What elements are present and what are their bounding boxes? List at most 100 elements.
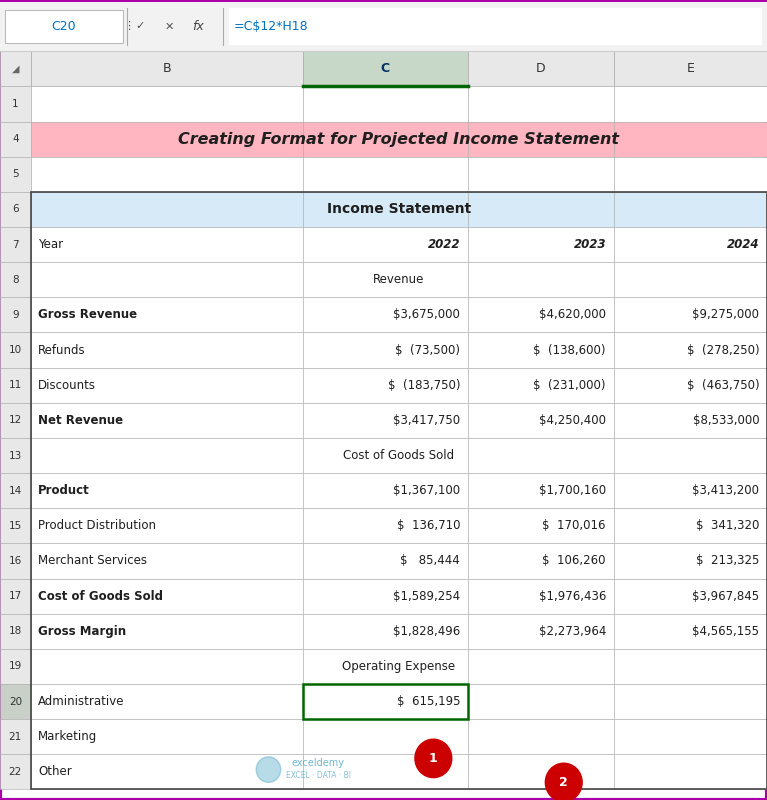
Bar: [0, 262, 31, 298]
Text: ✕: ✕: [164, 22, 173, 31]
Text: 10: 10: [8, 345, 22, 355]
Bar: [303, 402, 468, 438]
Text: 7: 7: [12, 239, 18, 250]
Bar: [303, 684, 468, 719]
Bar: [0, 192, 31, 227]
Bar: [31, 227, 303, 262]
Text: $  170,016: $ 170,016: [542, 519, 606, 532]
Text: 15: 15: [8, 521, 22, 531]
Bar: [303, 684, 468, 719]
Text: 18: 18: [8, 626, 22, 636]
Bar: [614, 192, 767, 227]
Bar: [31, 51, 303, 86]
Bar: [303, 192, 468, 227]
Text: $3,967,845: $3,967,845: [692, 590, 759, 602]
Text: ✓: ✓: [135, 22, 144, 31]
Text: $  136,710: $ 136,710: [397, 519, 460, 532]
Text: Administrative: Administrative: [38, 695, 125, 708]
Bar: [0, 543, 31, 578]
Bar: [614, 543, 767, 578]
Bar: [468, 649, 614, 684]
Text: Merchant Services: Merchant Services: [38, 554, 147, 567]
Bar: [5, 10, 123, 43]
Bar: [303, 578, 468, 614]
Bar: [31, 473, 303, 508]
Text: Other: Other: [38, 766, 72, 778]
Bar: [303, 157, 468, 192]
Bar: [31, 543, 303, 578]
Bar: [468, 333, 614, 368]
Bar: [303, 122, 468, 157]
Bar: [468, 122, 614, 157]
Text: $   85,444: $ 85,444: [400, 554, 460, 567]
Text: B: B: [163, 62, 171, 75]
Bar: [614, 51, 767, 86]
Text: $  (138,600): $ (138,600): [533, 343, 606, 357]
Bar: [31, 438, 303, 473]
Text: $1,367,100: $1,367,100: [393, 484, 460, 497]
Text: Gross Revenue: Gross Revenue: [38, 308, 137, 322]
Bar: [614, 438, 767, 473]
Bar: [614, 333, 767, 368]
Bar: [614, 227, 767, 262]
Circle shape: [545, 763, 582, 800]
Text: $  (231,000): $ (231,000): [533, 378, 606, 392]
Text: $  (278,250): $ (278,250): [686, 343, 759, 357]
Text: 19: 19: [8, 662, 22, 671]
Bar: [31, 649, 303, 684]
Bar: [614, 684, 767, 719]
Bar: [31, 508, 303, 543]
Text: 1: 1: [12, 99, 18, 109]
Bar: [468, 51, 614, 86]
Text: $9,275,000: $9,275,000: [693, 308, 759, 322]
Text: $  213,325: $ 213,325: [696, 554, 759, 567]
Bar: [0, 333, 31, 368]
Bar: [0, 719, 31, 754]
Text: 22: 22: [8, 767, 22, 777]
Text: exceldemy: exceldemy: [291, 758, 345, 768]
Text: Creating Format for Projected Income Statement: Creating Format for Projected Income Sta…: [179, 132, 619, 146]
Text: 21: 21: [8, 732, 22, 742]
Bar: [468, 368, 614, 402]
Bar: [0, 402, 31, 438]
Text: 2023: 2023: [574, 238, 606, 251]
Text: $  (183,750): $ (183,750): [387, 378, 460, 392]
Bar: [31, 157, 303, 192]
Bar: [303, 368, 468, 402]
Text: E: E: [686, 62, 694, 75]
Text: $1,700,160: $1,700,160: [538, 484, 606, 497]
Text: 4: 4: [12, 134, 18, 144]
Bar: [303, 298, 468, 333]
Bar: [468, 192, 614, 227]
Bar: [0, 227, 31, 262]
Bar: [468, 684, 614, 719]
Bar: [468, 473, 614, 508]
Bar: [614, 719, 767, 754]
Bar: [31, 192, 767, 790]
Bar: [0, 51, 31, 86]
Bar: [31, 684, 303, 719]
Text: $1,828,496: $1,828,496: [393, 625, 460, 638]
Bar: [468, 438, 614, 473]
Text: 6: 6: [12, 205, 18, 214]
Text: Operating Expense: Operating Expense: [342, 660, 456, 673]
Bar: [468, 298, 614, 333]
Bar: [303, 614, 468, 649]
Text: $  106,260: $ 106,260: [542, 554, 606, 567]
Bar: [229, 8, 762, 45]
Bar: [303, 754, 468, 790]
Bar: [303, 262, 468, 298]
Bar: [614, 473, 767, 508]
Text: 11: 11: [8, 380, 22, 390]
Bar: [614, 86, 767, 122]
Text: 13: 13: [8, 450, 22, 461]
Bar: [31, 754, 303, 790]
Bar: [614, 754, 767, 790]
Text: $3,413,200: $3,413,200: [693, 484, 759, 497]
Bar: [614, 368, 767, 402]
Bar: [303, 508, 468, 543]
Bar: [468, 262, 614, 298]
Text: Product: Product: [38, 484, 90, 497]
Bar: [468, 86, 614, 122]
Bar: [303, 473, 468, 508]
